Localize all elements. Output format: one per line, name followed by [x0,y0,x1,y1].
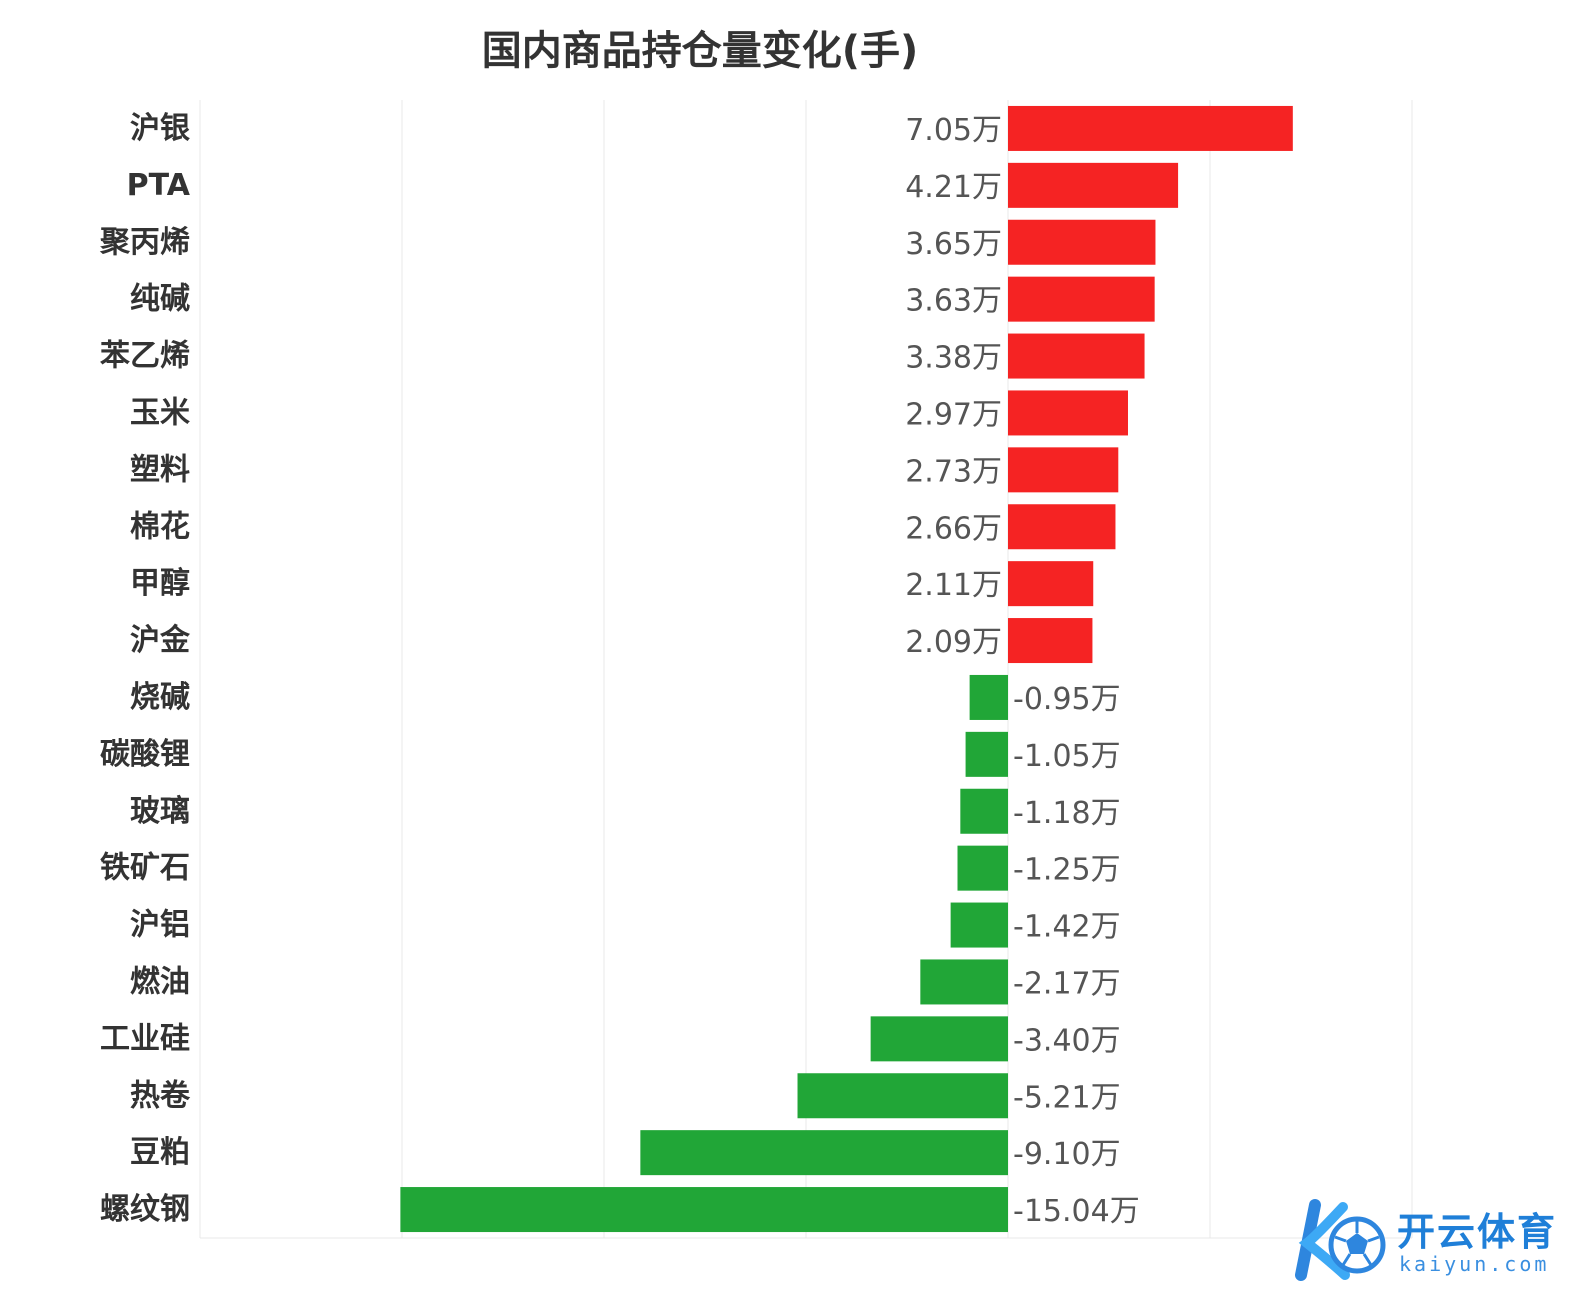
category-label: 热卷 [130,1078,191,1113]
bar [1008,219,1156,265]
category-label: 豆粕 [130,1135,190,1170]
watermark-logo: 开云体育 kaiyun.com [1285,1197,1565,1282]
category-label: 沪铝 [130,908,190,943]
value-label: -9.10万 [1013,1137,1121,1172]
bar [870,1016,1008,1062]
kaiyun-logo-icon [1295,1199,1386,1281]
bar [920,959,1008,1005]
category-label: 苯乙烯 [100,339,190,374]
category-label: 燃油 [130,964,190,999]
value-label: 2.09万 [905,625,1002,660]
value-label: -15.04万 [1013,1194,1140,1229]
bar [950,902,1008,948]
bar [1008,561,1094,607]
bar [797,1073,1008,1119]
bar [640,1130,1008,1176]
bars [400,105,1293,1233]
category-label: 塑料 [130,452,190,487]
value-label: -1.42万 [1013,910,1121,945]
bar [1008,162,1179,208]
bar [1008,618,1093,664]
value-label: -5.21万 [1013,1080,1121,1115]
category-label: 甲醇 [130,566,190,601]
category-label: 铁矿石 [100,851,190,886]
value-label: 2.97万 [905,397,1002,432]
category-label: 玻璃 [130,794,190,829]
value-label: -3.40万 [1013,1023,1121,1058]
value-label: -1.25万 [1013,853,1121,888]
watermark-brand-cn: 开云体育 [1397,1210,1558,1254]
value-label: 2.73万 [905,454,1002,489]
category-label: 沪金 [130,623,191,658]
value-label: 4.21万 [905,170,1002,205]
bar [1008,447,1119,493]
category-label: 烧碱 [130,680,190,715]
category-label: 工业硅 [100,1021,190,1056]
bar [400,1187,1008,1233]
category-label: 纯碱 [130,282,190,317]
value-label: 3.65万 [905,227,1002,262]
value-label: 3.63万 [905,284,1002,319]
value-label: -2.17万 [1013,966,1121,1001]
category-label: 玉米 [130,395,190,430]
value-label: 7.05万 [905,113,1002,148]
bar [1008,504,1116,550]
bar [1008,390,1128,436]
chart-title: 国内商品持仓量变化(手) [481,28,919,74]
value-label: -1.05万 [1013,739,1121,774]
bar [1008,333,1145,379]
value-label: 2.11万 [905,568,1002,603]
watermark-brand-en: kaiyun.com [1399,1252,1550,1276]
grid-lines [199,100,1413,1239]
bar [965,731,1008,777]
bar [969,674,1008,720]
category-label: 棉花 [130,509,190,544]
bar [957,845,1008,891]
category-label: PTA [127,168,191,203]
category-label: 碳酸锂 [100,737,190,772]
category-label: 聚丙烯 [99,225,190,260]
bar [1008,276,1155,322]
value-label: -0.95万 [1013,682,1121,717]
bar [960,788,1008,834]
value-label: 3.38万 [905,341,1002,376]
bar [1008,105,1293,151]
value-label: 2.66万 [905,511,1002,546]
value-label: -1.18万 [1013,796,1121,831]
category-label: 沪银 [130,111,190,146]
category-label: 螺纹钢 [100,1192,190,1227]
